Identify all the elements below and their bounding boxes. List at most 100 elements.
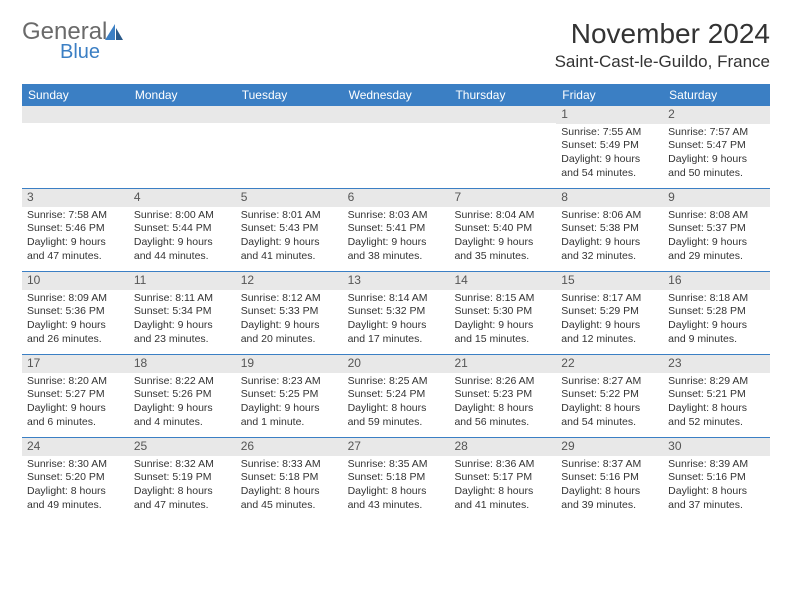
day-number: 6 bbox=[343, 189, 450, 207]
day-number bbox=[129, 106, 236, 123]
daylight-text: Daylight: 8 hours and 54 minutes. bbox=[561, 402, 658, 429]
day-number bbox=[236, 106, 343, 123]
sunset-text: Sunset: 5:34 PM bbox=[134, 305, 231, 319]
day-number: 21 bbox=[449, 355, 556, 373]
day-body: Sunrise: 8:06 AMSunset: 5:38 PMDaylight:… bbox=[556, 207, 663, 268]
weeks-container: 1Sunrise: 7:55 AMSunset: 5:49 PMDaylight… bbox=[22, 106, 770, 520]
daylight-text: Daylight: 8 hours and 49 minutes. bbox=[27, 485, 124, 512]
week-row: 24Sunrise: 8:30 AMSunset: 5:20 PMDayligh… bbox=[22, 437, 770, 520]
daylight-text: Daylight: 8 hours and 56 minutes. bbox=[454, 402, 551, 429]
day-cell: 28Sunrise: 8:36 AMSunset: 5:17 PMDayligh… bbox=[449, 438, 556, 520]
sunrise-text: Sunrise: 8:35 AM bbox=[348, 458, 445, 472]
day-cell bbox=[343, 106, 450, 188]
sunset-text: Sunset: 5:33 PM bbox=[241, 305, 338, 319]
daylight-text: Daylight: 8 hours and 43 minutes. bbox=[348, 485, 445, 512]
sunset-text: Sunset: 5:49 PM bbox=[561, 139, 658, 153]
day-cell: 1Sunrise: 7:55 AMSunset: 5:49 PMDaylight… bbox=[556, 106, 663, 188]
daylight-text: Daylight: 9 hours and 26 minutes. bbox=[27, 319, 124, 346]
sunset-text: Sunset: 5:19 PM bbox=[134, 471, 231, 485]
sunset-text: Sunset: 5:26 PM bbox=[134, 388, 231, 402]
day-headers-row: Sunday Monday Tuesday Wednesday Thursday… bbox=[22, 84, 770, 106]
daylight-text: Daylight: 8 hours and 41 minutes. bbox=[454, 485, 551, 512]
day-cell: 3Sunrise: 7:58 AMSunset: 5:46 PMDaylight… bbox=[22, 189, 129, 271]
day-number: 18 bbox=[129, 355, 236, 373]
day-number: 8 bbox=[556, 189, 663, 207]
day-body: Sunrise: 8:01 AMSunset: 5:43 PMDaylight:… bbox=[236, 207, 343, 268]
sunrise-text: Sunrise: 8:00 AM bbox=[134, 209, 231, 223]
day-body: Sunrise: 8:14 AMSunset: 5:32 PMDaylight:… bbox=[343, 290, 450, 351]
sunrise-text: Sunrise: 8:20 AM bbox=[27, 375, 124, 389]
day-number: 28 bbox=[449, 438, 556, 456]
day-cell: 22Sunrise: 8:27 AMSunset: 5:22 PMDayligh… bbox=[556, 355, 663, 437]
week-row: 1Sunrise: 7:55 AMSunset: 5:49 PMDaylight… bbox=[22, 106, 770, 188]
daylight-text: Daylight: 9 hours and 23 minutes. bbox=[134, 319, 231, 346]
daylight-text: Daylight: 9 hours and 6 minutes. bbox=[27, 402, 124, 429]
day-header-thu: Thursday bbox=[449, 84, 556, 106]
day-cell: 4Sunrise: 8:00 AMSunset: 5:44 PMDaylight… bbox=[129, 189, 236, 271]
day-cell: 21Sunrise: 8:26 AMSunset: 5:23 PMDayligh… bbox=[449, 355, 556, 437]
day-number: 26 bbox=[236, 438, 343, 456]
daylight-text: Daylight: 9 hours and 15 minutes. bbox=[454, 319, 551, 346]
daylight-text: Daylight: 8 hours and 47 minutes. bbox=[134, 485, 231, 512]
day-body: Sunrise: 8:26 AMSunset: 5:23 PMDaylight:… bbox=[449, 373, 556, 434]
day-number bbox=[22, 106, 129, 123]
title-block: November 2024 Saint-Cast-le-Guildo, Fran… bbox=[555, 18, 770, 72]
sunset-text: Sunset: 5:16 PM bbox=[561, 471, 658, 485]
sunrise-text: Sunrise: 8:09 AM bbox=[27, 292, 124, 306]
sunrise-text: Sunrise: 8:23 AM bbox=[241, 375, 338, 389]
sunrise-text: Sunrise: 8:37 AM bbox=[561, 458, 658, 472]
calendar: Sunday Monday Tuesday Wednesday Thursday… bbox=[22, 84, 770, 520]
day-cell: 6Sunrise: 8:03 AMSunset: 5:41 PMDaylight… bbox=[343, 189, 450, 271]
day-header-sun: Sunday bbox=[22, 84, 129, 106]
sunset-text: Sunset: 5:43 PM bbox=[241, 222, 338, 236]
day-number: 15 bbox=[556, 272, 663, 290]
day-number: 12 bbox=[236, 272, 343, 290]
day-cell: 30Sunrise: 8:39 AMSunset: 5:16 PMDayligh… bbox=[663, 438, 770, 520]
day-cell bbox=[129, 106, 236, 188]
day-body: Sunrise: 8:35 AMSunset: 5:18 PMDaylight:… bbox=[343, 456, 450, 517]
day-body: Sunrise: 8:22 AMSunset: 5:26 PMDaylight:… bbox=[129, 373, 236, 434]
day-number: 7 bbox=[449, 189, 556, 207]
sunset-text: Sunset: 5:22 PM bbox=[561, 388, 658, 402]
sunrise-text: Sunrise: 8:08 AM bbox=[668, 209, 765, 223]
sunset-text: Sunset: 5:23 PM bbox=[454, 388, 551, 402]
day-number bbox=[449, 106, 556, 123]
day-body: Sunrise: 8:12 AMSunset: 5:33 PMDaylight:… bbox=[236, 290, 343, 351]
day-body: Sunrise: 8:03 AMSunset: 5:41 PMDaylight:… bbox=[343, 207, 450, 268]
daylight-text: Daylight: 9 hours and 12 minutes. bbox=[561, 319, 658, 346]
sunset-text: Sunset: 5:27 PM bbox=[27, 388, 124, 402]
daylight-text: Daylight: 9 hours and 9 minutes. bbox=[668, 319, 765, 346]
sunrise-text: Sunrise: 8:18 AM bbox=[668, 292, 765, 306]
sunset-text: Sunset: 5:18 PM bbox=[348, 471, 445, 485]
sunrise-text: Sunrise: 8:12 AM bbox=[241, 292, 338, 306]
day-cell: 2Sunrise: 7:57 AMSunset: 5:47 PMDaylight… bbox=[663, 106, 770, 188]
logo-text: General Blue bbox=[22, 20, 107, 62]
sunrise-text: Sunrise: 8:15 AM bbox=[454, 292, 551, 306]
day-body: Sunrise: 8:32 AMSunset: 5:19 PMDaylight:… bbox=[129, 456, 236, 517]
daylight-text: Daylight: 8 hours and 59 minutes. bbox=[348, 402, 445, 429]
day-number: 24 bbox=[22, 438, 129, 456]
daylight-text: Daylight: 9 hours and 41 minutes. bbox=[241, 236, 338, 263]
sunset-text: Sunset: 5:36 PM bbox=[27, 305, 124, 319]
day-body: Sunrise: 8:08 AMSunset: 5:37 PMDaylight:… bbox=[663, 207, 770, 268]
day-cell: 19Sunrise: 8:23 AMSunset: 5:25 PMDayligh… bbox=[236, 355, 343, 437]
day-body: Sunrise: 8:18 AMSunset: 5:28 PMDaylight:… bbox=[663, 290, 770, 351]
daylight-text: Daylight: 8 hours and 37 minutes. bbox=[668, 485, 765, 512]
day-number: 30 bbox=[663, 438, 770, 456]
day-cell: 15Sunrise: 8:17 AMSunset: 5:29 PMDayligh… bbox=[556, 272, 663, 354]
sunset-text: Sunset: 5:30 PM bbox=[454, 305, 551, 319]
sunrise-text: Sunrise: 8:32 AM bbox=[134, 458, 231, 472]
sunset-text: Sunset: 5:32 PM bbox=[348, 305, 445, 319]
day-header-sat: Saturday bbox=[663, 84, 770, 106]
location: Saint-Cast-le-Guildo, France bbox=[555, 52, 770, 72]
daylight-text: Daylight: 8 hours and 39 minutes. bbox=[561, 485, 658, 512]
sunset-text: Sunset: 5:16 PM bbox=[668, 471, 765, 485]
daylight-text: Daylight: 8 hours and 52 minutes. bbox=[668, 402, 765, 429]
sunrise-text: Sunrise: 8:33 AM bbox=[241, 458, 338, 472]
day-body: Sunrise: 8:15 AMSunset: 5:30 PMDaylight:… bbox=[449, 290, 556, 351]
day-body: Sunrise: 8:20 AMSunset: 5:27 PMDaylight:… bbox=[22, 373, 129, 434]
day-number: 1 bbox=[556, 106, 663, 124]
week-row: 10Sunrise: 8:09 AMSunset: 5:36 PMDayligh… bbox=[22, 271, 770, 354]
day-body: Sunrise: 8:36 AMSunset: 5:17 PMDaylight:… bbox=[449, 456, 556, 517]
day-body: Sunrise: 8:23 AMSunset: 5:25 PMDaylight:… bbox=[236, 373, 343, 434]
